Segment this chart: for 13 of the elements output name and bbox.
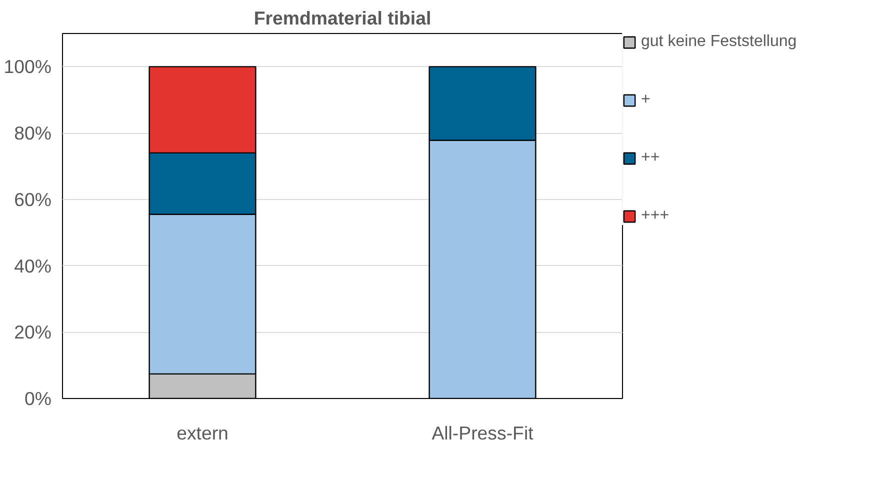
- chart-title: Fremdmaterial tibial: [254, 8, 432, 28]
- y-tick-label: 20%: [14, 322, 52, 343]
- legend-label: ++: [641, 149, 661, 167]
- y-tick-label: 40%: [14, 255, 52, 276]
- x-tick-label: extern: [176, 422, 228, 444]
- legend-label: +: [641, 91, 652, 109]
- x-tick-label: All-Press-Fit: [432, 422, 534, 444]
- legend-label: gut keine Feststellung: [641, 33, 797, 51]
- y-tick-label: 80%: [14, 122, 52, 144]
- legend-label: +++: [641, 207, 670, 225]
- y-tick-label: 0%: [24, 388, 52, 409]
- y-tick-label: 60%: [14, 188, 52, 210]
- y-tick-label: 100%: [4, 56, 52, 78]
